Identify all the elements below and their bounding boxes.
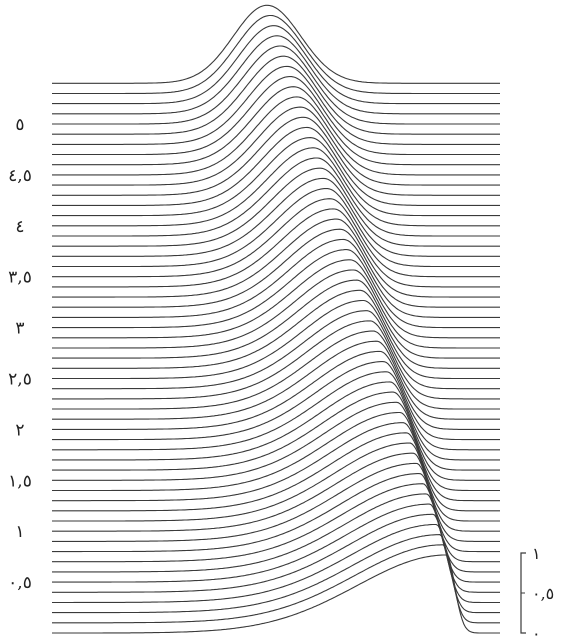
pulse-trace <box>52 4 500 84</box>
pulse-trace <box>52 45 500 125</box>
pulse-trace <box>52 55 500 135</box>
pulse-trace <box>52 96 500 176</box>
pulse-trace <box>52 279 500 359</box>
amplitude-scale: ١ ٠,٥ ٠ <box>520 544 554 643</box>
time-tick-label: ١ <box>15 522 24 542</box>
pulse-trace <box>52 473 500 553</box>
pulse-trace <box>52 391 500 471</box>
pulse-trace <box>52 554 500 634</box>
time-tick-label: ٥ <box>15 115 24 135</box>
pulse-trace <box>52 330 500 410</box>
pulse-trace <box>52 493 500 573</box>
pulse-trace <box>52 299 500 380</box>
pulse-trace <box>52 86 500 166</box>
pulse-trace <box>52 503 500 583</box>
pulse-trace <box>52 167 500 247</box>
pulse-trace <box>52 208 500 288</box>
pulse-trace <box>52 310 500 390</box>
pulse-trace <box>52 65 500 145</box>
pulse-trace <box>52 513 500 593</box>
time-tick-label: ٢,٥ <box>8 370 32 390</box>
pulse-trace <box>52 116 500 196</box>
pulse-trace <box>52 523 500 604</box>
pulse-trace <box>52 401 500 481</box>
pulse-trace <box>52 75 500 156</box>
time-tick-label: ٣,٥ <box>8 268 32 288</box>
pulse-trace <box>52 422 500 502</box>
amplitude-tick-label: ١ <box>532 544 541 563</box>
pulse-trace <box>52 289 500 369</box>
pulse-trace <box>52 371 500 451</box>
time-axis: ٠,٥ ١ ١,٥ ٢ ٢,٥ ٣ ٣,٥ ٤ ٤,٥ ٥ <box>8 115 32 593</box>
pulse-trace <box>52 106 500 186</box>
time-tick-label: ٤,٥ <box>8 166 32 186</box>
pulse-trace <box>52 432 500 512</box>
pulse-trace <box>52 238 500 318</box>
pulse-trace <box>52 187 500 268</box>
pulse-trace <box>52 269 500 349</box>
pulse-trace <box>52 361 500 441</box>
pulse-trace <box>52 320 500 400</box>
pulse-trace <box>52 483 500 563</box>
pulse-trace <box>52 228 500 308</box>
pulse-trace <box>52 126 500 206</box>
amplitude-tick-label: ٠ <box>532 624 541 643</box>
pulse-trace <box>52 218 500 298</box>
time-tick-label: ٤ <box>15 217 24 237</box>
pulse-trace <box>52 350 500 430</box>
time-tick-label: ٢ <box>15 420 24 440</box>
pulse-trace <box>52 25 500 105</box>
time-tick-label: ١,٥ <box>8 471 32 491</box>
pulse-trace <box>52 340 500 420</box>
pulse-trace <box>52 544 500 624</box>
pulse-trace <box>52 259 500 339</box>
pulse-trace <box>52 35 500 115</box>
pulse-trace <box>52 381 500 461</box>
amplitude-tick-label: ٠,٥ <box>532 584 554 603</box>
pulse-traces <box>52 4 500 634</box>
pulse-trace <box>52 177 500 257</box>
time-tick-label: ٠,٥ <box>8 573 32 593</box>
pulse-trace <box>52 198 500 278</box>
pulse-trace <box>52 249 500 329</box>
pulse-trace <box>52 147 500 227</box>
pulse-trace <box>52 157 500 237</box>
time-tick-label: ٣ <box>15 319 24 339</box>
pulse-trace <box>52 137 500 217</box>
pulse-trace <box>52 442 500 522</box>
pulse-trace <box>52 411 500 492</box>
pulse-trace <box>52 534 500 614</box>
pulse-trace <box>52 14 500 95</box>
pulse-trace <box>52 462 500 542</box>
